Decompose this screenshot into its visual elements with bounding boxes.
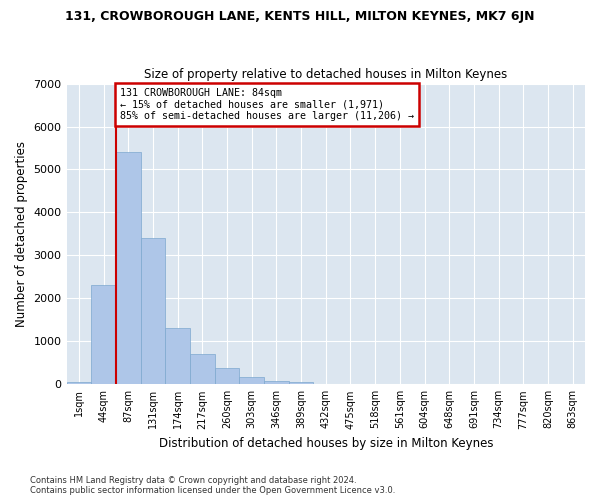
Bar — [91, 286, 116, 384]
Y-axis label: Number of detached properties: Number of detached properties — [15, 141, 28, 327]
Bar — [239, 378, 264, 384]
Bar — [215, 368, 239, 384]
Bar — [116, 152, 140, 384]
Bar — [140, 238, 165, 384]
Title: Size of property relative to detached houses in Milton Keynes: Size of property relative to detached ho… — [144, 68, 508, 81]
Bar — [165, 328, 190, 384]
Text: 131, CROWBOROUGH LANE, KENTS HILL, MILTON KEYNES, MK7 6JN: 131, CROWBOROUGH LANE, KENTS HILL, MILTO… — [65, 10, 535, 23]
Bar — [264, 381, 289, 384]
Text: Contains HM Land Registry data © Crown copyright and database right 2024.
Contai: Contains HM Land Registry data © Crown c… — [30, 476, 395, 495]
X-axis label: Distribution of detached houses by size in Milton Keynes: Distribution of detached houses by size … — [158, 437, 493, 450]
Bar — [190, 354, 215, 384]
Bar — [289, 382, 313, 384]
Bar — [67, 382, 91, 384]
Text: 131 CROWBOROUGH LANE: 84sqm
← 15% of detached houses are smaller (1,971)
85% of : 131 CROWBOROUGH LANE: 84sqm ← 15% of det… — [119, 88, 413, 121]
